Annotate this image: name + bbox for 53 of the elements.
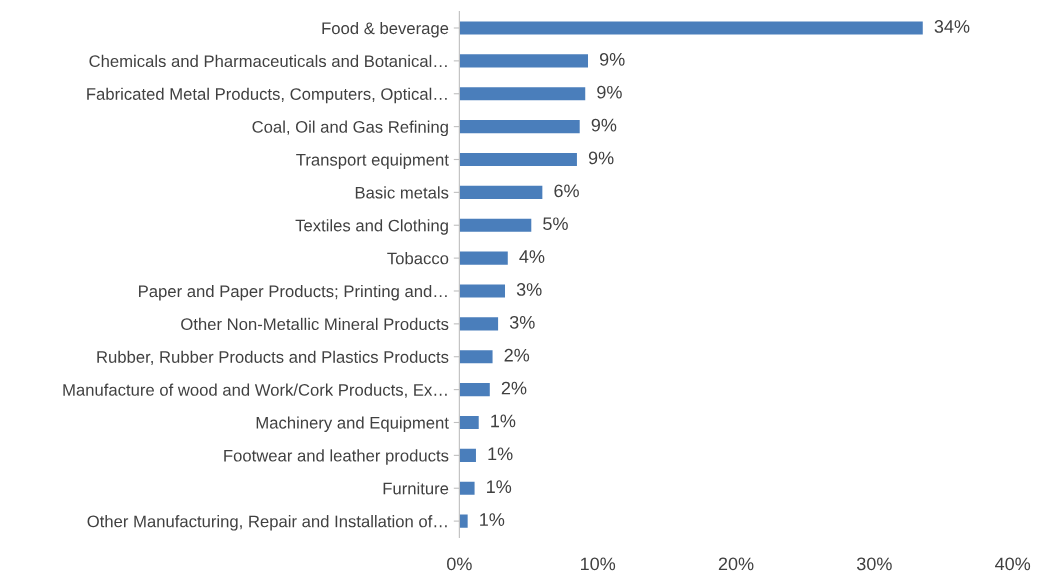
x-tick-label: 0% — [447, 557, 472, 571]
bar — [459, 481, 475, 495]
x-tick-label: 10% — [581, 557, 616, 571]
bar — [459, 21, 923, 35]
y-tick-label: Paper and Paper Products; Printing and… — [139, 284, 447, 301]
y-tick-label: Basic metals — [355, 186, 449, 199]
bar — [459, 218, 532, 232]
y-tick-label: Coal, Oil and Gas Refining — [252, 120, 448, 137]
data-label: 1% — [488, 447, 513, 461]
data-label: 9% — [599, 52, 625, 66]
y-tick-label: Tobacco — [387, 252, 449, 265]
data-label: 9% — [597, 85, 622, 99]
data-label: 34% — [934, 20, 970, 33]
bar — [459, 448, 476, 462]
bar — [459, 415, 479, 430]
bar — [459, 120, 580, 134]
bar — [459, 152, 577, 167]
bar — [459, 350, 493, 364]
data-label: 4% — [519, 250, 545, 263]
data-label: 3% — [516, 283, 542, 296]
bar — [459, 87, 586, 101]
data-label: 1% — [480, 513, 505, 526]
y-tick-label: Chemicals and Pharmaceuticals and Botanical… — [89, 54, 447, 68]
y-tick-label: Machinery and Equipment — [256, 416, 449, 432]
data-label: 1% — [491, 414, 516, 428]
bar — [459, 251, 508, 265]
y-tick-label: Food & beverage — [322, 21, 449, 38]
data-label: 3% — [509, 315, 535, 329]
x-tick-label: 40% — [995, 557, 1031, 571]
bar — [459, 317, 499, 331]
bar — [459, 185, 543, 199]
bar — [459, 284, 506, 298]
y-tick-label: Furniture — [383, 482, 449, 495]
bar — [459, 383, 490, 397]
y-tick-label: Other Non-Metallic Mineral Products — [181, 317, 449, 331]
y-tick-label: Manufacture of wood and Work/Cork Products, Ex… — [63, 383, 447, 398]
bar — [459, 54, 589, 68]
data-label: 1% — [487, 480, 512, 494]
data-label: 9% — [591, 118, 617, 132]
data-label: 2% — [504, 348, 530, 362]
data-label: 9% — [588, 151, 614, 165]
data-label: 6% — [554, 184, 579, 198]
x-tick-label: 20% — [718, 557, 754, 571]
data-label: 5% — [543, 217, 568, 231]
y-tick-label: Other Manufacturing, Repair and Installation of… — [87, 515, 447, 531]
data-label: 2% — [501, 381, 527, 395]
y-tick-label: Transport equipment — [296, 153, 449, 169]
y-tick-label: Fabricated Metal Products, Computers, Optical… — [87, 87, 447, 104]
bar — [459, 514, 468, 528]
y-tick-label: Rubber, Rubber Products and Plastics Products — [97, 350, 449, 365]
y-tick-label: Textiles and Clothing — [295, 219, 448, 235]
y-tick-label: Footwear and leather products — [224, 449, 449, 465]
x-tick-label: 30% — [856, 557, 892, 571]
